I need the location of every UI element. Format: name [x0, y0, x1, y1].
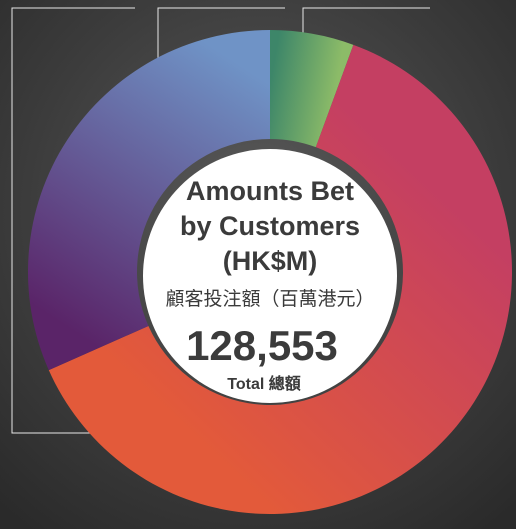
- title-line: Amounts Bet: [186, 176, 354, 206]
- chart: Amounts Bet by Customers (HK$M) 顧客投注額（百萬…: [0, 0, 516, 529]
- subtitle: 顧客投注額（百萬港元）: [165, 288, 374, 310]
- title-line: (HK$M): [223, 246, 318, 276]
- total-caption: Total 總額: [227, 374, 300, 393]
- total-value: 128,553: [186, 322, 338, 369]
- page: {"chart_data": { "type": "donut", "title…: [0, 0, 516, 529]
- title-line: by Customers: [180, 211, 360, 241]
